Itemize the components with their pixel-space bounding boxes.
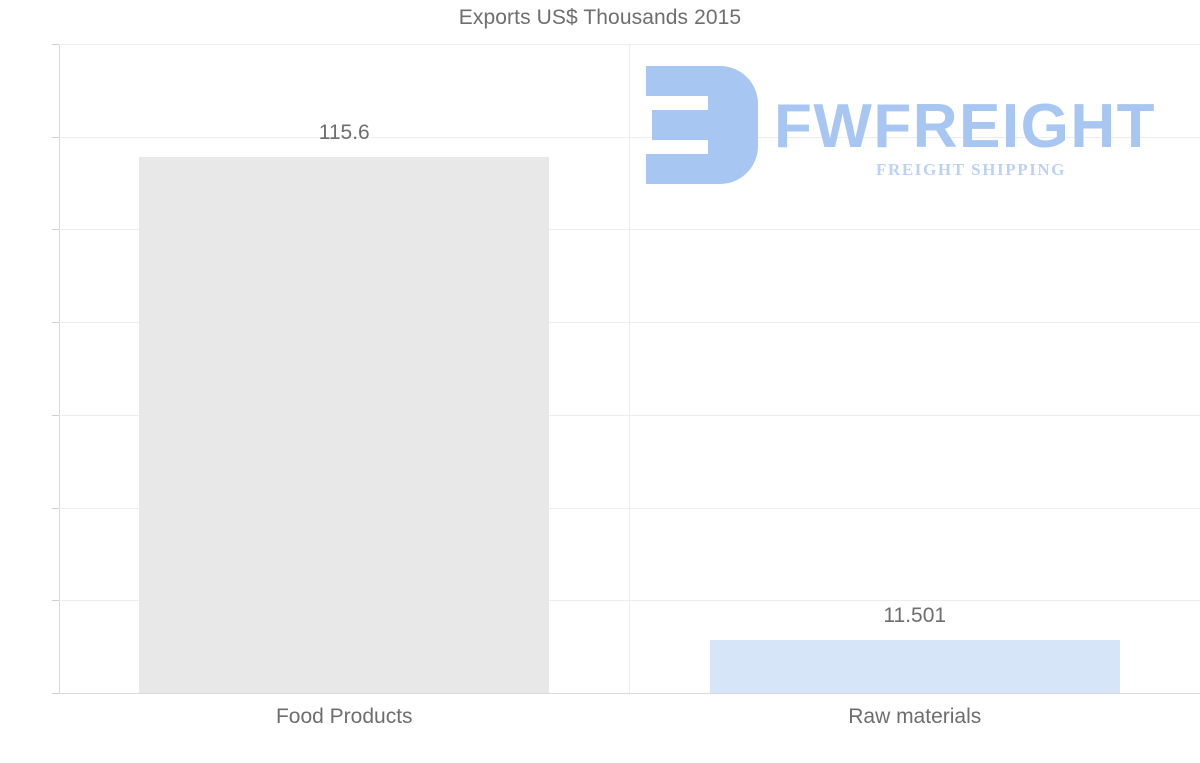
y-tick-mark [52, 600, 59, 602]
y-tick-mark [52, 693, 59, 694]
bar-value-label: 11.501 [883, 603, 947, 627]
y-tick-mark [52, 414, 59, 416]
y-tick-mark [52, 44, 59, 45]
y-tick-mark [52, 507, 59, 509]
x-category-label: Food Products [275, 705, 413, 728]
bar-value-label: 115.6 [318, 121, 370, 145]
chart-title: Exports US$ Thousands 2015 [458, 6, 742, 29]
y-axis-line [59, 44, 60, 694]
grid-line [59, 693, 1200, 694]
y-tick-mark [52, 229, 59, 231]
y-tick-mark [52, 322, 59, 324]
y-tick-mark [52, 136, 59, 138]
bar-food-products[interactable] [139, 157, 550, 693]
bar-raw-materials[interactable] [709, 639, 1120, 693]
category-divider [629, 44, 630, 693]
x-category-label: Raw materials [848, 705, 982, 728]
plot-area [59, 44, 1200, 694]
